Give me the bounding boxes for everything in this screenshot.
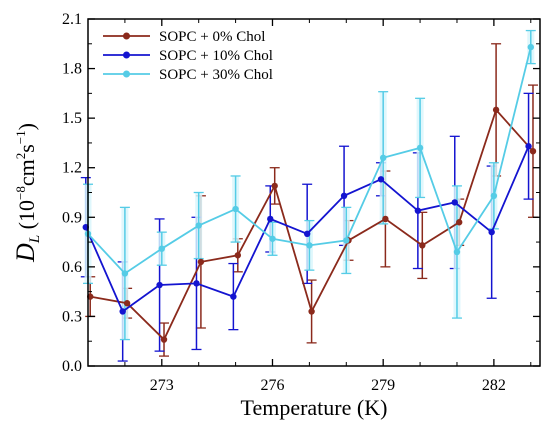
- x-tick-label: 282: [482, 377, 506, 394]
- data-point: [453, 248, 461, 256]
- y-tick-label: 1.5: [62, 110, 82, 127]
- data-point: [230, 293, 237, 300]
- y-axis-title: DL (10−8cm2s−1): [11, 123, 43, 263]
- y-axis-title-exp2: 2: [13, 153, 28, 160]
- y-axis-title-unit-mid2: s: [14, 144, 39, 153]
- data-point: [121, 270, 129, 277]
- data-point: [379, 154, 387, 161]
- data-point: [303, 230, 311, 238]
- y-tick-label: 0.9: [62, 209, 82, 226]
- data-point: [492, 106, 500, 114]
- legend-swatch-marker: [123, 70, 130, 78]
- y-axis-title-sub: L: [27, 235, 43, 244]
- data-point: [267, 215, 274, 223]
- data-point: [525, 143, 532, 150]
- data-point: [195, 222, 202, 229]
- data-point: [193, 280, 200, 287]
- legend: SOPC + 0% Chol SOPC + 10% Chol SOPC + 30% …: [103, 29, 273, 83]
- data-point: [156, 281, 163, 289]
- data-point: [197, 258, 205, 266]
- axis-ticks: 0.0 0.3 0.6 0.9 1.2 1.5 1.8 2.1 273 276 279 282: [62, 11, 540, 394]
- series-points: [82, 43, 537, 343]
- plot-frame: [87, 18, 541, 367]
- data-point: [123, 300, 131, 307]
- legend-label: SOPC + 30% Chol: [159, 67, 273, 83]
- data-point: [455, 219, 463, 226]
- legend-label: SOPC + 0% Chol: [159, 29, 265, 45]
- y-axis-title-unit-suffix: ): [14, 123, 39, 130]
- data-point: [343, 237, 350, 244]
- data-point: [451, 199, 458, 206]
- data-point: [416, 144, 424, 152]
- data-point: [488, 228, 495, 236]
- data-point: [158, 245, 165, 252]
- y-tick-label: 0.0: [62, 358, 82, 375]
- data-point: [308, 308, 315, 315]
- data-point: [490, 192, 498, 200]
- data-point: [382, 215, 389, 223]
- y-axis-title-exp1: −8: [13, 186, 28, 200]
- data-point: [529, 147, 537, 155]
- y-tick-label: 2.1: [62, 11, 82, 28]
- legend-swatch-marker: [123, 51, 130, 59]
- y-tick-label: 0.6: [62, 259, 82, 276]
- y-axis-title-exp3: −1: [13, 130, 28, 144]
- y-tick-label: 1.2: [62, 160, 82, 177]
- x-axis-title: Temperature (K): [241, 395, 388, 420]
- data-point: [419, 242, 426, 249]
- legend-label: SOPC + 10% Chol: [159, 48, 273, 64]
- data-point: [269, 235, 276, 242]
- y-tick-label: 0.3: [62, 308, 82, 325]
- data-point: [414, 207, 422, 214]
- data-point: [160, 336, 168, 343]
- data-point: [527, 43, 534, 51]
- data-point: [306, 242, 313, 249]
- data-point: [119, 308, 126, 315]
- x-tick-label: 276: [260, 377, 284, 394]
- data-point: [271, 182, 278, 190]
- data-point: [340, 192, 348, 200]
- x-tick-label: 279: [371, 377, 395, 394]
- data-point: [234, 252, 242, 259]
- y-axis-title-main: D: [11, 243, 40, 263]
- data-point: [232, 205, 239, 213]
- series-lines: [84, 46, 534, 342]
- y-axis-title-unit-mid: cm: [14, 159, 39, 186]
- data-point: [377, 176, 385, 183]
- y-tick-label: 1.8: [62, 61, 82, 78]
- legend-swatch-marker: [123, 32, 130, 40]
- x-tick-label: 273: [150, 377, 174, 394]
- y-axis-title-unit-prefix: (10: [14, 200, 39, 235]
